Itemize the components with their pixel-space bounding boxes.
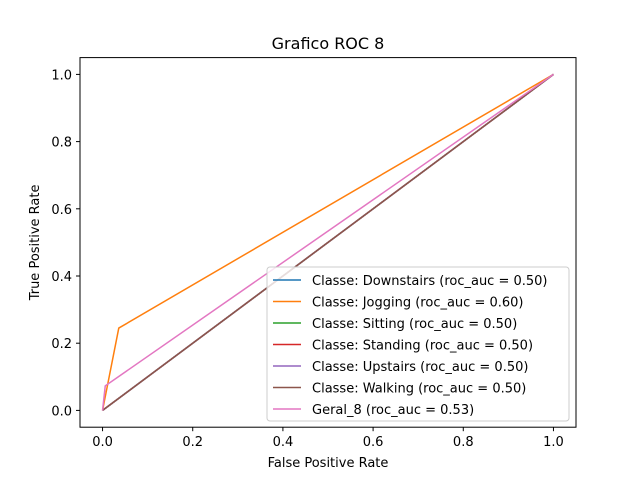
y-tick-label: 0.4 xyxy=(51,270,72,285)
legend-label: Classe: Sitting (roc_auc = 0.50) xyxy=(312,317,517,332)
y-axis-label: True Positive Rate xyxy=(28,184,43,301)
x-tick-label: 0.4 xyxy=(273,435,294,450)
y-tick-label: 0.2 xyxy=(51,337,72,352)
plot-lines xyxy=(101,73,554,412)
series-line-5 xyxy=(102,73,554,412)
x-tick-label: 1.0 xyxy=(543,435,564,450)
x-tick-label: 0.6 xyxy=(363,435,384,450)
x-axis-ticks: 0.0 0.2 0.4 0.6 0.8 1.0 xyxy=(92,427,564,450)
plot-frame xyxy=(79,57,577,428)
y-axis-ticks: 0.0 0.2 0.4 0.6 0.8 1.0 xyxy=(51,68,80,419)
legend-label: Geral_8 (roc_auc = 0.53) xyxy=(312,403,474,418)
series-line-1 xyxy=(101,73,554,411)
y-tick-label: 1.0 xyxy=(51,68,72,83)
y-tick-label: 0.6 xyxy=(51,203,72,218)
x-axis-label: False Positive Rate xyxy=(268,456,389,471)
chart-title: Grafico ROC 8 xyxy=(272,34,385,53)
legend-label: Classe: Standing (roc_auc = 0.50) xyxy=(312,339,533,354)
x-tick-label: 0.2 xyxy=(182,435,203,450)
legend-label: Classe: Walking (roc_auc = 0.50) xyxy=(312,382,526,397)
y-tick-label: 0.0 xyxy=(51,404,72,419)
y-tick-label: 0.8 xyxy=(51,136,72,151)
series-line-6 xyxy=(101,73,554,411)
legend-frame xyxy=(266,266,570,422)
legend-label: Classe: Upstairs (roc_auc = 0.50) xyxy=(312,360,528,375)
x-tick-label: 0.8 xyxy=(453,435,474,450)
legend-label: Classe: Downstairs (roc_auc = 0.50) xyxy=(312,274,548,289)
legend: Classe: Downstairs (roc_auc = 0.50) Class… xyxy=(266,266,570,422)
legend-label: Classe: Jogging (roc_auc = 0.60) xyxy=(312,296,524,311)
x-tick-label: 0.0 xyxy=(92,435,113,450)
